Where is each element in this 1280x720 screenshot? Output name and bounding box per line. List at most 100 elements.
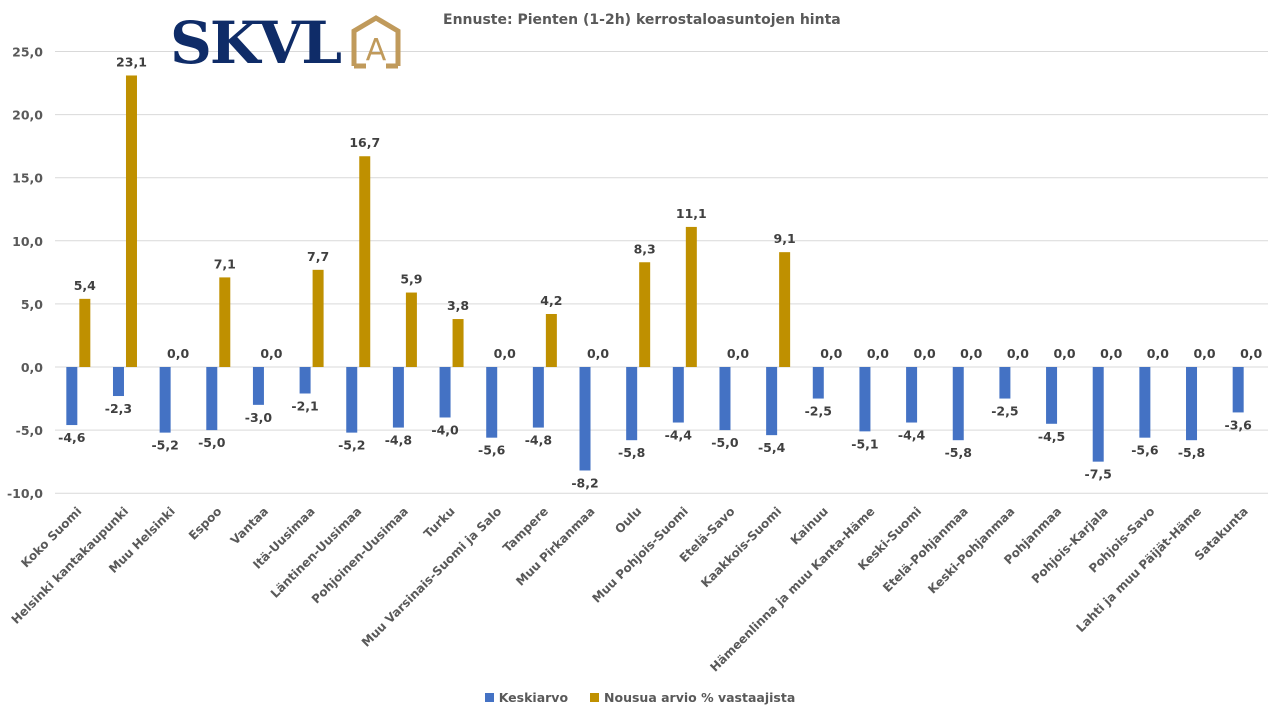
bar-keskiarvo — [392, 367, 404, 428]
data-label-keskiarvo: -5,6 — [478, 443, 506, 458]
bar-nousua — [685, 226, 697, 367]
logo-mark: A — [366, 33, 387, 68]
data-label-nousua: 0,0 — [960, 346, 982, 361]
x-tick-label: Hämeenlinna ja muu Kanta-Häme — [707, 504, 877, 674]
bar-keskiarvo — [206, 367, 218, 431]
data-label-keskiarvo: -5,0 — [198, 435, 226, 450]
bar-keskiarvo — [672, 367, 684, 423]
bar-keskiarvo — [906, 367, 918, 423]
bar-keskiarvo — [486, 367, 498, 438]
data-label-nousua: 0,0 — [914, 346, 936, 361]
data-label-keskiarvo: -4,4 — [898, 428, 926, 443]
data-label-nousua: 7,1 — [214, 256, 236, 271]
bar-nousua — [79, 298, 91, 367]
x-tick-label: Kaakkois-Suomi — [698, 504, 784, 590]
bar-nousua — [359, 156, 371, 367]
data-label-nousua: 0,0 — [820, 346, 842, 361]
data-label-nousua: 0,0 — [587, 346, 609, 361]
x-tick-label: Pohjoinen-Uusimaa — [309, 504, 411, 606]
data-label-keskiarvo: -3,6 — [1225, 417, 1253, 432]
data-label-nousua: 16,7 — [349, 135, 380, 150]
bar-keskiarvo — [719, 367, 731, 431]
data-label-nousua: 5,4 — [74, 278, 96, 293]
bars — [66, 75, 1244, 471]
data-label-nousua: 7,7 — [307, 249, 329, 264]
data-label-keskiarvo: -2,1 — [291, 399, 318, 414]
data-label-nousua: 5,9 — [400, 272, 422, 287]
legend-item-keskiarvo[interactable]: Keskiarvo — [484, 690, 569, 705]
bar-nousua — [125, 75, 137, 367]
data-label-keskiarvo: -5,8 — [945, 445, 972, 460]
bar-keskiarvo — [859, 367, 871, 432]
data-label-nousua: 0,0 — [1193, 346, 1215, 361]
bar-nousua — [219, 277, 231, 367]
x-tick-label: Espoo — [186, 504, 224, 542]
bar-nousua — [639, 262, 651, 367]
bar-nousua — [545, 313, 557, 367]
data-label-keskiarvo: -4,0 — [431, 422, 459, 437]
bar-keskiarvo — [579, 367, 591, 471]
bar-keskiarvo — [812, 367, 824, 399]
bar-keskiarvo — [1046, 367, 1058, 424]
x-tick-label: Vantaa — [228, 504, 271, 547]
logo-text: SKVL — [170, 9, 342, 77]
legend-label-keskiarvo: Keskiarvo — [498, 690, 569, 705]
bar-keskiarvo — [766, 367, 778, 436]
bar-nousua — [405, 292, 417, 367]
y-tick-label: 10,0 — [12, 234, 43, 249]
house-a-icon: A — [351, 15, 401, 69]
data-label-keskiarvo: -5,0 — [711, 435, 739, 450]
bar-keskiarvo — [159, 367, 171, 433]
data-label-nousua: 3,8 — [447, 298, 469, 313]
data-label-nousua: 0,0 — [867, 346, 889, 361]
data-label-nousua: 4,2 — [540, 293, 562, 308]
data-label-nousua: 0,0 — [260, 346, 282, 361]
y-tick-label: -5,0 — [16, 423, 44, 438]
legend: Keskiarvo Nousua arvio % vastaajista — [0, 690, 1280, 705]
bar-keskiarvo — [1186, 367, 1198, 441]
data-label-keskiarvo: -5,1 — [851, 436, 878, 451]
legend-swatch-keskiarvo — [484, 693, 494, 702]
y-tick-label: 5,0 — [21, 297, 43, 312]
data-label-keskiarvo: -7,5 — [1085, 467, 1112, 482]
data-label-nousua: 0,0 — [494, 346, 516, 361]
data-label-keskiarvo: -5,4 — [758, 440, 786, 455]
bar-keskiarvo — [999, 367, 1011, 399]
x-tick-label: Muu Pirkanmaa — [513, 504, 597, 588]
data-label-keskiarvo: -5,8 — [1178, 445, 1205, 460]
data-labels: -4,6 5,4 -2,3 23,1 -5,2 0,0 -5,0 7,1 -3,0 0,0 -2,1… — [58, 54, 1262, 490]
data-label-keskiarvo: -5,6 — [1131, 443, 1159, 458]
data-label-keskiarvo: -4,8 — [385, 433, 412, 448]
data-label-nousua: 8,3 — [634, 241, 656, 256]
data-label-nousua: 0,0 — [1007, 346, 1029, 361]
legend-label-nousua: Nousua arvio % vastaajista — [604, 690, 796, 705]
data-label-keskiarvo: -4,8 — [525, 433, 552, 448]
data-label-nousua: 0,0 — [1053, 346, 1075, 361]
bar-nousua — [452, 319, 464, 367]
x-tick-label: Keski-Pohjanmaa — [925, 504, 1017, 596]
bar-nousua — [312, 269, 324, 367]
data-label-keskiarvo: -2,5 — [805, 404, 832, 419]
data-label-nousua: 0,0 — [167, 346, 189, 361]
bar-keskiarvo — [252, 367, 264, 405]
y-tick-label: 15,0 — [12, 171, 43, 186]
y-tick-label: 20,0 — [12, 108, 43, 123]
gridlines — [55, 51, 1268, 494]
data-label-keskiarvo: -5,2 — [338, 438, 365, 453]
x-tick-label: Turku — [421, 504, 458, 541]
bar-keskiarvo — [952, 367, 964, 441]
bar-keskiarvo — [346, 367, 358, 433]
bar-keskiarvo — [112, 367, 124, 397]
data-label-keskiarvo: -3,0 — [245, 410, 273, 425]
legend-swatch-nousua — [590, 693, 600, 702]
legend-item-nousua[interactable]: Nousua arvio % vastaajista — [590, 690, 795, 705]
bar-keskiarvo — [66, 367, 78, 426]
bar-keskiarvo — [1139, 367, 1151, 438]
y-tick-label: 0,0 — [21, 360, 43, 375]
bar-keskiarvo — [532, 367, 544, 428]
data-label-keskiarvo: -8,2 — [571, 475, 598, 490]
bar-keskiarvo — [439, 367, 451, 418]
x-tick-label: Oulu — [612, 504, 644, 536]
